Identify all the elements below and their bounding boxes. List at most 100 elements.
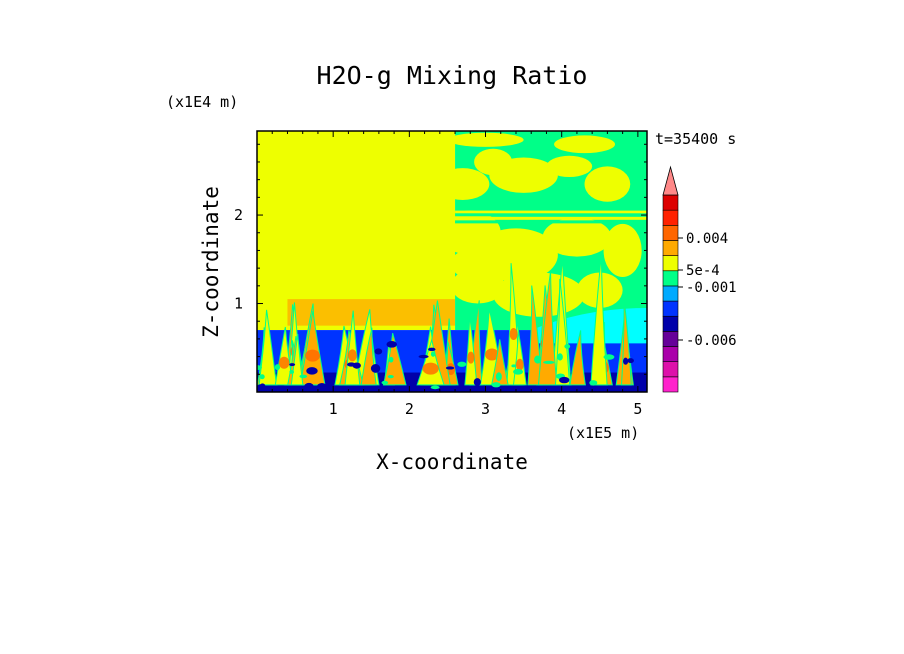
colorbar-segment — [662, 209, 679, 226]
field-speck — [457, 361, 467, 367]
field-speck — [430, 351, 436, 357]
field-speck — [491, 382, 501, 388]
field-speck — [430, 385, 440, 390]
field-speck — [534, 355, 542, 364]
field-yellow-patch — [542, 217, 612, 257]
field-yellow-patch — [474, 228, 558, 282]
field-plume — [491, 339, 509, 386]
colorbar-segment — [662, 225, 679, 241]
colorbar-label: -0.006 — [686, 333, 737, 349]
colorbar-segment — [662, 331, 679, 347]
field-speck — [306, 367, 318, 375]
field-plume — [416, 339, 445, 386]
field-yellow-patch — [447, 132, 524, 147]
field-speck — [543, 360, 555, 364]
colorbar-segment — [662, 240, 679, 256]
field-plume-core — [485, 348, 499, 361]
colorbar-segment — [662, 285, 679, 302]
field-plume-core — [422, 362, 439, 375]
field-speck — [352, 362, 361, 369]
field-speck — [370, 364, 381, 373]
colorbar-segment — [662, 270, 679, 287]
colorbar-extension — [662, 165, 679, 196]
field-stripe — [455, 210, 647, 214]
x-tick-label: 3 — [481, 400, 490, 418]
field-yellow-patch — [584, 166, 631, 202]
heatmap-field — [257, 131, 647, 392]
field-speck — [623, 357, 629, 365]
colorbar-segment — [662, 346, 679, 362]
field-plume — [258, 309, 278, 386]
field-speck — [511, 364, 517, 368]
field-speck — [387, 374, 394, 379]
field-speck — [303, 382, 314, 392]
field-speck — [564, 344, 571, 349]
field-speck — [559, 376, 570, 384]
field-plume-core — [467, 351, 475, 364]
x-axis-label: X-coordinate — [376, 450, 528, 474]
chart-title: H2O-g Mixing Ratio — [317, 61, 588, 90]
colorbar-label: -0.001 — [686, 280, 737, 296]
field-region-0 — [257, 131, 456, 331]
field-speck — [299, 374, 308, 379]
x-unit-label: (x1E5 m) — [567, 424, 639, 442]
field-speck — [603, 354, 615, 360]
colorbar-segment — [662, 361, 679, 378]
field-plume — [382, 332, 407, 386]
time-label: t=35400 s — [655, 130, 736, 148]
colorbar-segment — [662, 376, 679, 393]
y-unit-label: (x1E4 m) — [166, 93, 238, 111]
colorbar-label: 5e-4 — [686, 263, 720, 279]
y-axis-label: Z-coordinate — [199, 186, 223, 338]
x-tick-label: 1 — [329, 400, 338, 418]
colorbar-segment — [662, 300, 679, 317]
field-speck — [289, 370, 295, 374]
field-speck — [388, 356, 394, 363]
colorbar-label: 0.004 — [686, 231, 728, 247]
field-speck — [289, 363, 296, 367]
field-yellow-patch — [554, 135, 616, 154]
field-plume-core — [278, 356, 290, 369]
field-stripe — [455, 216, 647, 220]
field-speck — [428, 347, 436, 352]
field-yellow-patch — [451, 268, 505, 304]
field-yellow-patch — [451, 250, 482, 277]
field-speck — [374, 348, 383, 355]
field-orange-band — [287, 299, 456, 326]
field-plume — [590, 255, 608, 386]
colorbar-segment — [662, 255, 679, 272]
y-tick-label: 2 — [234, 206, 243, 224]
field-stripe — [455, 213, 647, 217]
field-plume — [537, 271, 558, 386]
field-plume-core — [305, 349, 321, 362]
field-speck — [274, 364, 281, 371]
field-speck — [259, 383, 266, 390]
field-speck — [418, 354, 429, 359]
field-speck — [445, 366, 455, 370]
field-speck — [259, 374, 265, 380]
field-plume — [299, 311, 326, 386]
field-speck — [316, 382, 328, 392]
x-tick-label: 4 — [557, 400, 566, 418]
field-speck — [381, 380, 389, 385]
y-axis: 12 — [234, 143, 647, 375]
field-speck — [557, 353, 563, 361]
x-tick-label: 2 — [405, 400, 414, 418]
field-yellow-patch — [493, 272, 585, 317]
field-speck — [386, 340, 397, 348]
field-yellow-patch — [546, 155, 593, 178]
field-plume-core — [509, 328, 518, 341]
colorbar-segment — [662, 315, 679, 332]
x-axis: 1 2 3 4 5 — [271, 131, 642, 418]
field-plume-core — [516, 358, 524, 371]
field-speck — [473, 378, 481, 387]
field-speck — [257, 365, 262, 371]
field-plume — [464, 315, 478, 386]
field-plume-core — [347, 349, 357, 362]
field-stripe — [455, 220, 647, 224]
field-speck — [627, 358, 634, 364]
y-tick-label: 1 — [234, 295, 243, 313]
colorbar-segment — [662, 194, 679, 211]
field-yellow-patch — [603, 223, 642, 277]
